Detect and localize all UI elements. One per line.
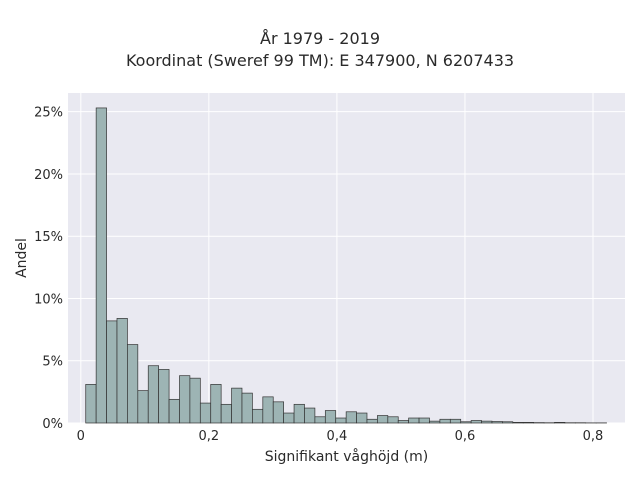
histogram-bar [512,422,524,424]
histogram-bar [481,420,493,424]
y-tick-label: 0% [42,417,63,432]
histogram-bar [449,418,462,424]
histogram-bar [283,412,295,424]
histogram-bar [189,377,201,424]
histogram-bar [345,411,357,424]
y-tick-label: 25% [34,106,63,121]
histogram-bar [158,369,170,424]
histogram-bar [210,384,222,424]
x-tick-label: 0,8 [583,429,604,444]
histogram-bar [95,107,107,424]
histogram-bar [127,344,139,424]
x-tick-label: 0,6 [455,429,476,444]
histogram-bar [408,417,420,424]
histogram-bar [324,410,337,424]
histogram-bar [491,421,503,424]
y-tick-label: 10% [34,292,63,307]
histogram-bar [522,422,534,424]
histogram-bar [356,412,368,424]
histogram-bar [335,417,347,424]
y-axis-label: Andel [14,238,30,278]
plot-area [68,93,625,423]
histogram-bar [418,417,430,424]
histogram-bar [179,375,191,424]
histogram-bar [366,418,378,424]
chart-title: År 1979 - 2019 [260,29,380,48]
histogram-bar [199,402,212,424]
histogram-bar [502,421,514,424]
histogram-bar [439,418,451,424]
histogram-bar [231,387,243,424]
histogram-bar [252,408,264,424]
histogram-bar [220,403,232,424]
histogram-bar [397,420,409,424]
histogram-bar [137,390,149,424]
histogram-bar [470,420,482,424]
x-tick-label: 0 [77,429,85,444]
histogram-bar [554,422,566,424]
histogram-bar [241,392,253,424]
chart-subtitle: Koordinat (Sweref 99 TM): E 347900, N 62… [125,51,515,70]
x-tick-label: 0,4 [327,429,348,444]
y-tick-label: 20% [34,168,63,183]
x-axis-label: Signifikant våghöjd (m) [265,448,428,465]
x-tick-label: 0,2 [199,429,220,444]
histogram-bar [429,420,441,424]
histogram-bar [116,318,128,424]
histogram-bar [377,415,389,424]
histogram-bar [85,384,97,424]
y-axis-ticks: 0% 5% 10% 15% 20% 25% [34,106,63,432]
y-tick-label: 15% [34,230,63,245]
histogram-bar [387,416,399,424]
histogram-bar [147,365,160,424]
histogram-bar [314,416,326,424]
histogram-bars [85,107,607,424]
y-tick-label: 5% [42,355,63,370]
histogram-bar [106,320,118,424]
histogram-bar [304,407,316,424]
x-axis-ticks: 0 0,2 0,4 0,6 0,8 [77,429,604,444]
grid-lines [68,93,625,424]
histogram-bar [460,421,472,424]
histogram-bar [272,401,284,424]
histogram-bar [293,403,305,424]
histogram-bar [262,396,274,424]
histogram-bar [168,398,180,424]
